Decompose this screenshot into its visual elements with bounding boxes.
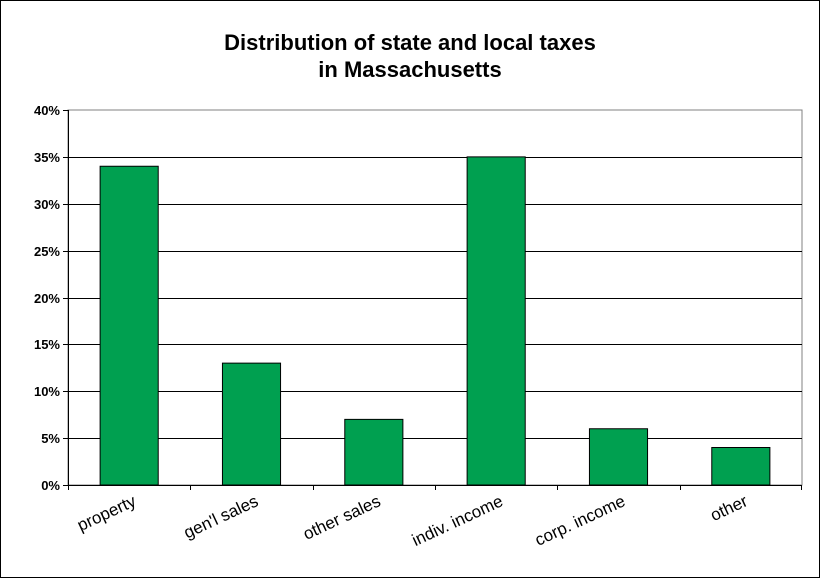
bar [221, 362, 282, 486]
y-tick-label: 15% [34, 337, 60, 352]
bar [344, 418, 404, 486]
gridlines [68, 157, 802, 439]
y-tick-label: 35% [34, 150, 60, 165]
chart-title-line-2: in Massachusetts [318, 57, 502, 82]
y-tick-label: 10% [34, 384, 60, 399]
y-tick-label: 0% [41, 478, 60, 493]
plot-area [67, 109, 803, 486]
x-tick-label: property [74, 491, 139, 535]
axes [63, 110, 802, 490]
x-tick-label: other [707, 491, 750, 525]
bar [99, 165, 159, 486]
bar [588, 428, 649, 486]
chart-title-line-1: Distribution of state and local taxes [224, 30, 596, 55]
bars [99, 156, 771, 486]
y-tick-label: 25% [34, 244, 60, 259]
x-tick-label: indiv. income [409, 491, 506, 550]
y-tick-label: 20% [34, 291, 60, 306]
y-tick-label: 30% [34, 197, 60, 212]
y-tick-labels: 0% 5% 10% 15% 20% 25% 30% 35% 40% [34, 103, 60, 493]
y-tick-label: 5% [41, 431, 60, 446]
x-tick-label: gen'l sales [181, 491, 261, 542]
chart-title: Distribution of state and local taxes in… [0, 29, 820, 83]
y-tick-label: 40% [34, 103, 60, 118]
x-tick-label: other sales [300, 491, 383, 543]
x-tick-label: corp. income [532, 491, 628, 549]
bar [466, 156, 526, 486]
bar [711, 447, 771, 486]
x-tick-labels: property gen'l sales other sales indiv. inc… [74, 491, 751, 550]
